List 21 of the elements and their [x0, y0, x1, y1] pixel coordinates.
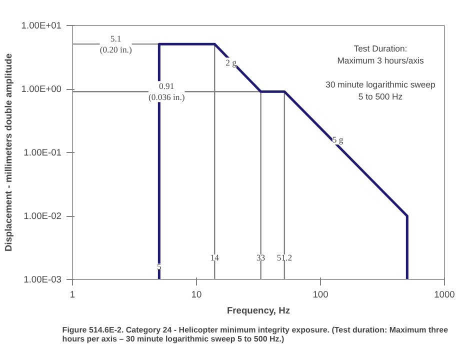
annotation: 5 — [157, 262, 162, 272]
ref-line-label: 0.91 (0.036 in.) — [148, 81, 185, 102]
text: Figure 514.6E-2. Category 24 - Helicopter minimum integrity exposure. (Test duration: Maximum three hours per axis – 30 minute logarithmic sweep 5 to 500 Hz.) — [62, 326, 449, 344]
annotation: 5 g — [332, 134, 344, 145]
y-tick-label: 1.00E-02 — [24, 211, 62, 221]
y-tick-label: 1.00E-01 — [24, 148, 62, 158]
y-tick-label: 1.00E+00 — [21, 84, 62, 94]
ref-line-label: 5.1 (0.20 in.) — [100, 34, 132, 55]
x-tick-label: 1 — [70, 290, 76, 300]
annotation: 2 g — [226, 58, 238, 68]
ref-line-label: 51.2 — [276, 252, 292, 262]
x-axis-title: Frequency, Hz — [226, 306, 290, 316]
ref-line-label: 33 — [256, 252, 266, 262]
x-tick-label: 10 — [191, 290, 202, 300]
x-tick-label: 1000 — [434, 290, 455, 300]
x-tick-label: 100 — [312, 290, 328, 300]
y-tick-label: 1.00E-03 — [24, 274, 62, 284]
y-axis-title: Displacement - millimeters double amplitude — [3, 53, 14, 252]
text: Test Duration: Maximum 3 hours/axis 30 minute logarithmic sweep 5 to 500 Hz — [326, 44, 436, 102]
ref-line-label: 14 — [210, 252, 220, 262]
y-tick-label: 1.00E+01 — [21, 20, 62, 30]
